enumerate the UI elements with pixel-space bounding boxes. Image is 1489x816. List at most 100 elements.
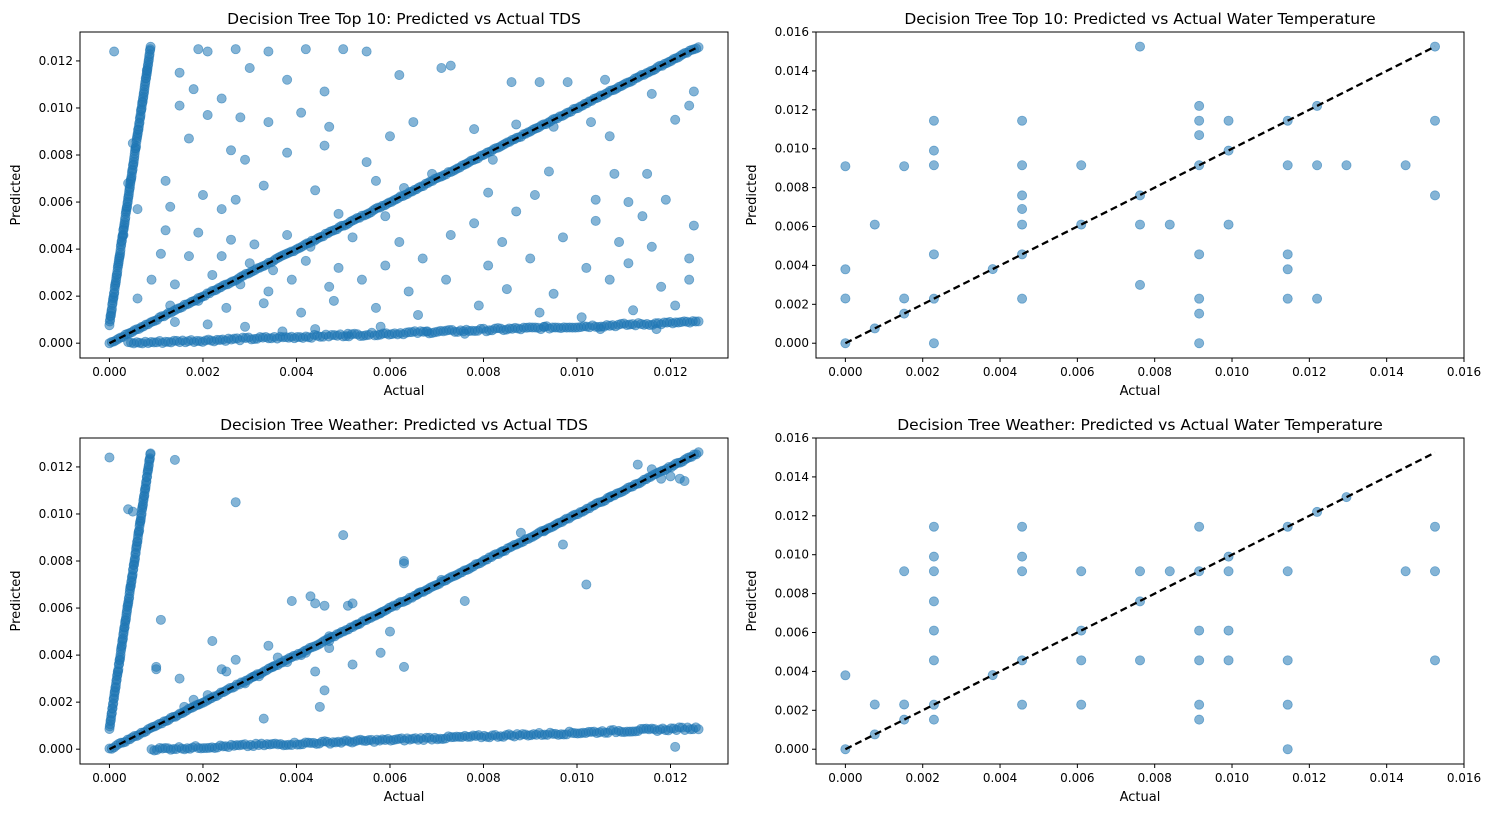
y-tick-label: 0.010 bbox=[775, 548, 809, 562]
data-point bbox=[165, 300, 176, 311]
axes-frame bbox=[79, 437, 729, 765]
data-point bbox=[169, 317, 180, 328]
data-point bbox=[1135, 566, 1146, 577]
data-point bbox=[1017, 699, 1028, 710]
data-point bbox=[422, 326, 433, 337]
y-tick-label: 0.000 bbox=[775, 336, 809, 350]
reference-line bbox=[844, 451, 1436, 751]
data-point bbox=[1017, 160, 1028, 171]
data-point bbox=[511, 206, 522, 217]
data-point bbox=[1223, 551, 1234, 562]
data-point bbox=[483, 187, 494, 198]
scatter-points bbox=[104, 447, 704, 756]
data-point bbox=[174, 67, 185, 78]
data-point bbox=[441, 274, 452, 285]
data-point bbox=[282, 229, 293, 240]
x-tick-label: 0.008 bbox=[1138, 771, 1172, 785]
data-point bbox=[869, 219, 880, 230]
data-point bbox=[314, 701, 325, 712]
data-point bbox=[684, 274, 695, 285]
x-axis-label: Actual bbox=[384, 790, 425, 805]
data-point bbox=[1282, 744, 1293, 755]
x-tick-label: 0.010 bbox=[1215, 365, 1249, 379]
data-point bbox=[506, 77, 517, 88]
x-tick-label: 0.008 bbox=[466, 771, 500, 785]
data-point bbox=[207, 635, 218, 646]
data-point bbox=[693, 42, 704, 53]
data-point bbox=[609, 168, 620, 179]
data-point bbox=[258, 298, 269, 309]
data-point bbox=[258, 713, 269, 724]
data-point bbox=[557, 232, 568, 243]
data-point bbox=[216, 204, 227, 215]
data-point bbox=[296, 307, 307, 318]
data-point bbox=[840, 744, 851, 755]
y-tick-label: 0.014 bbox=[775, 470, 809, 484]
y-tick-label: 0.010 bbox=[39, 101, 73, 115]
data-point bbox=[132, 204, 143, 215]
y-tick-label: 0.004 bbox=[775, 664, 809, 678]
data-point bbox=[165, 201, 176, 212]
data-point bbox=[230, 44, 241, 55]
data-point bbox=[1223, 655, 1234, 666]
data-point bbox=[557, 539, 568, 550]
data-point bbox=[342, 328, 353, 339]
x-tick-label: 0.000 bbox=[828, 365, 862, 379]
data-point bbox=[183, 133, 194, 144]
data-point bbox=[1017, 190, 1028, 201]
data-point bbox=[928, 160, 939, 171]
x-tick-label: 0.002 bbox=[906, 365, 940, 379]
data-point bbox=[693, 447, 704, 458]
data-point bbox=[1194, 625, 1205, 636]
data-point bbox=[670, 300, 681, 311]
data-point bbox=[1282, 566, 1293, 577]
data-point bbox=[221, 302, 232, 313]
data-point bbox=[338, 530, 349, 541]
y-tick-label: 0.004 bbox=[775, 258, 809, 272]
x-tick-label: 0.000 bbox=[92, 771, 126, 785]
data-point bbox=[987, 264, 998, 275]
data-point bbox=[436, 62, 447, 73]
y-tick-label: 0.004 bbox=[39, 648, 73, 662]
data-point bbox=[319, 685, 330, 696]
data-point bbox=[169, 454, 180, 465]
x-tick-label: 0.002 bbox=[906, 771, 940, 785]
scatter-points bbox=[840, 492, 1441, 755]
data-point bbox=[155, 248, 166, 259]
data-point bbox=[1341, 160, 1352, 171]
data-point bbox=[928, 145, 939, 156]
data-point bbox=[202, 46, 213, 57]
data-point bbox=[160, 175, 171, 186]
data-point bbox=[380, 211, 391, 222]
data-point bbox=[310, 185, 321, 196]
data-point bbox=[375, 647, 386, 658]
axes-frame bbox=[815, 437, 1465, 765]
data-point bbox=[1017, 219, 1028, 230]
data-point bbox=[548, 121, 559, 132]
data-point bbox=[595, 324, 606, 335]
data-point bbox=[840, 338, 851, 349]
data-point bbox=[665, 471, 676, 482]
data-point bbox=[151, 661, 162, 672]
data-point bbox=[324, 281, 335, 292]
data-point bbox=[469, 124, 480, 135]
data-point bbox=[515, 527, 526, 538]
data-point bbox=[1312, 293, 1323, 304]
chart-title: Decision Tree Weather: Predicted vs Actu… bbox=[897, 416, 1383, 434]
data-point bbox=[642, 168, 653, 179]
data-point bbox=[216, 251, 227, 262]
data-point bbox=[1194, 115, 1205, 126]
data-point bbox=[1135, 279, 1146, 290]
y-tick-label: 0.004 bbox=[39, 242, 73, 256]
data-point bbox=[403, 286, 414, 297]
data-point bbox=[688, 86, 699, 97]
data-point bbox=[193, 44, 204, 55]
x-tick-label: 0.012 bbox=[653, 365, 687, 379]
data-point bbox=[277, 326, 288, 337]
data-point bbox=[1135, 655, 1146, 666]
data-point bbox=[684, 100, 695, 111]
data-point bbox=[445, 229, 456, 240]
data-point bbox=[670, 741, 681, 752]
data-point bbox=[1223, 625, 1234, 636]
data-point bbox=[581, 579, 592, 590]
